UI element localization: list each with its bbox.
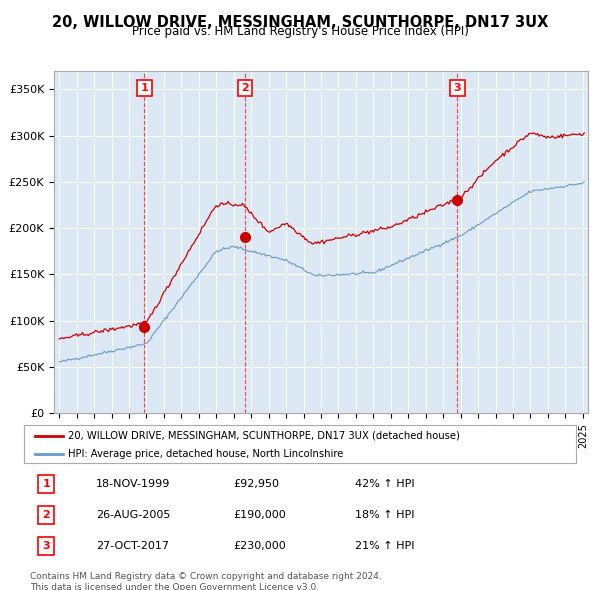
Text: 26-AUG-2005: 26-AUG-2005 <box>96 510 170 520</box>
Text: 3: 3 <box>454 83 461 93</box>
Text: 20, WILLOW DRIVE, MESSINGHAM, SCUNTHORPE, DN17 3UX: 20, WILLOW DRIVE, MESSINGHAM, SCUNTHORPE… <box>52 15 548 30</box>
Text: Price paid vs. HM Land Registry's House Price Index (HPI): Price paid vs. HM Land Registry's House … <box>131 25 469 38</box>
Text: 1: 1 <box>140 83 148 93</box>
Text: 1: 1 <box>42 478 50 489</box>
Text: 18% ↑ HPI: 18% ↑ HPI <box>355 510 415 520</box>
Text: 21% ↑ HPI: 21% ↑ HPI <box>355 541 415 551</box>
Text: Contains HM Land Registry data © Crown copyright and database right 2024.
This d: Contains HM Land Registry data © Crown c… <box>30 572 382 590</box>
Text: 27-OCT-2017: 27-OCT-2017 <box>96 541 169 551</box>
Text: £92,950: £92,950 <box>234 478 280 489</box>
Text: £230,000: £230,000 <box>234 541 287 551</box>
Text: HPI: Average price, detached house, North Lincolnshire: HPI: Average price, detached house, Nort… <box>68 448 344 458</box>
Text: 3: 3 <box>42 541 50 551</box>
Text: 2: 2 <box>42 510 50 520</box>
Text: 42% ↑ HPI: 42% ↑ HPI <box>355 478 415 489</box>
Text: 2: 2 <box>241 83 249 93</box>
Text: 18-NOV-1999: 18-NOV-1999 <box>96 478 170 489</box>
Text: £190,000: £190,000 <box>234 510 287 520</box>
Text: 20, WILLOW DRIVE, MESSINGHAM, SCUNTHORPE, DN17 3UX (detached house): 20, WILLOW DRIVE, MESSINGHAM, SCUNTHORPE… <box>68 431 460 441</box>
